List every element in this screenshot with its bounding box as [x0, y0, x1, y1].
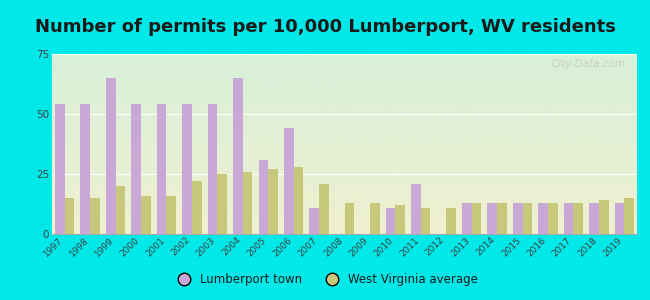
Bar — [370, 203, 380, 234]
Bar — [411, 184, 421, 234]
Bar — [344, 203, 354, 234]
Bar — [523, 203, 532, 234]
Bar — [599, 200, 608, 234]
Legend: Lumberport town, West Virginia average: Lumberport town, West Virginia average — [167, 269, 483, 291]
Bar — [319, 184, 329, 234]
Bar — [157, 104, 166, 234]
Bar — [294, 167, 304, 234]
Bar — [589, 203, 599, 234]
Bar — [309, 208, 319, 234]
Bar — [564, 203, 573, 234]
Bar — [207, 104, 217, 234]
Bar — [385, 208, 395, 234]
Text: City-Data.com: City-Data.com — [551, 59, 625, 69]
Bar — [513, 203, 523, 234]
Bar — [548, 203, 558, 234]
Bar — [615, 203, 624, 234]
Bar — [217, 174, 227, 234]
Bar — [242, 172, 252, 234]
Bar — [472, 203, 482, 234]
Bar — [233, 78, 242, 234]
Bar — [624, 198, 634, 234]
Bar — [284, 128, 294, 234]
Bar — [106, 78, 116, 234]
Bar — [538, 203, 548, 234]
Bar — [447, 208, 456, 234]
Bar — [81, 104, 90, 234]
Bar — [55, 104, 65, 234]
Bar — [131, 104, 141, 234]
Bar — [421, 208, 430, 234]
Bar — [573, 203, 583, 234]
Bar — [259, 160, 268, 234]
Bar — [182, 104, 192, 234]
Bar — [166, 196, 176, 234]
Text: Number of permits per 10,000 Lumberport, WV residents: Number of permits per 10,000 Lumberport,… — [34, 18, 616, 36]
Bar — [268, 169, 278, 234]
Bar — [90, 198, 100, 234]
Bar — [141, 196, 151, 234]
Bar — [488, 203, 497, 234]
Bar — [116, 186, 125, 234]
Bar — [395, 205, 405, 234]
Bar — [497, 203, 507, 234]
Bar — [462, 203, 472, 234]
Bar — [192, 181, 202, 234]
Bar — [65, 198, 74, 234]
